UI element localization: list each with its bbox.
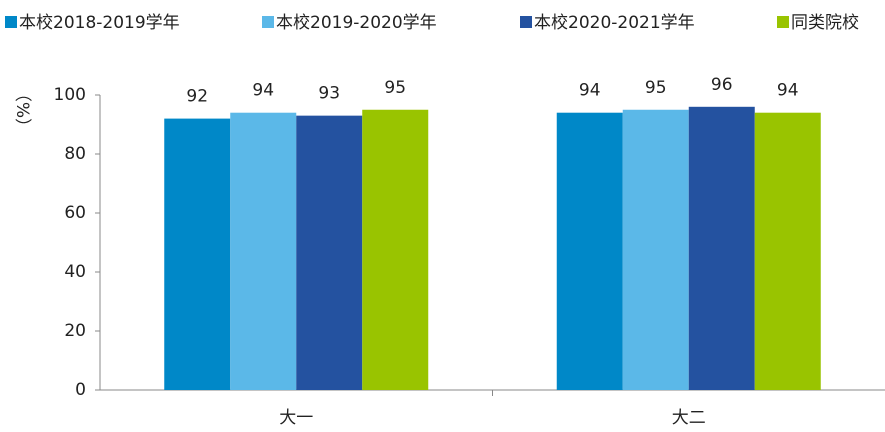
legend-label: 同类院校	[791, 13, 859, 33]
data-label: 96	[711, 75, 733, 95]
x-tick-label: 大一	[279, 408, 313, 428]
bar	[556, 112, 623, 390]
legend-swatch	[777, 16, 789, 28]
bar	[754, 112, 821, 390]
x-tick-label: 大二	[672, 408, 706, 428]
data-label: 93	[318, 84, 340, 104]
bar	[296, 115, 363, 391]
legend-swatch	[262, 16, 274, 28]
bar	[164, 118, 231, 390]
y-tick-label: 0	[75, 380, 86, 400]
legend-label: 本校2020-2021学年	[534, 13, 695, 33]
y-tick-label: 60	[64, 203, 86, 223]
bar	[622, 109, 689, 390]
y-tick-label: 40	[64, 262, 86, 282]
y-tick-label: 20	[64, 321, 86, 341]
legend-swatch	[520, 16, 532, 28]
data-label: 95	[384, 78, 406, 98]
data-label: 94	[252, 81, 274, 101]
legend-swatch	[5, 16, 17, 28]
data-label: 94	[579, 81, 601, 101]
data-label: 94	[777, 81, 799, 101]
bar	[230, 112, 297, 390]
bar	[362, 109, 429, 390]
data-label: 95	[645, 78, 667, 98]
legend-label: 本校2018-2019学年	[19, 13, 180, 33]
y-tick-label: 80	[64, 144, 86, 164]
legend-label: 本校2019-2020学年	[276, 13, 437, 33]
data-label: 92	[186, 87, 208, 107]
y-tick-label: 100	[54, 85, 86, 105]
bar	[688, 106, 755, 391]
y-axis-label: （%）	[12, 85, 32, 135]
